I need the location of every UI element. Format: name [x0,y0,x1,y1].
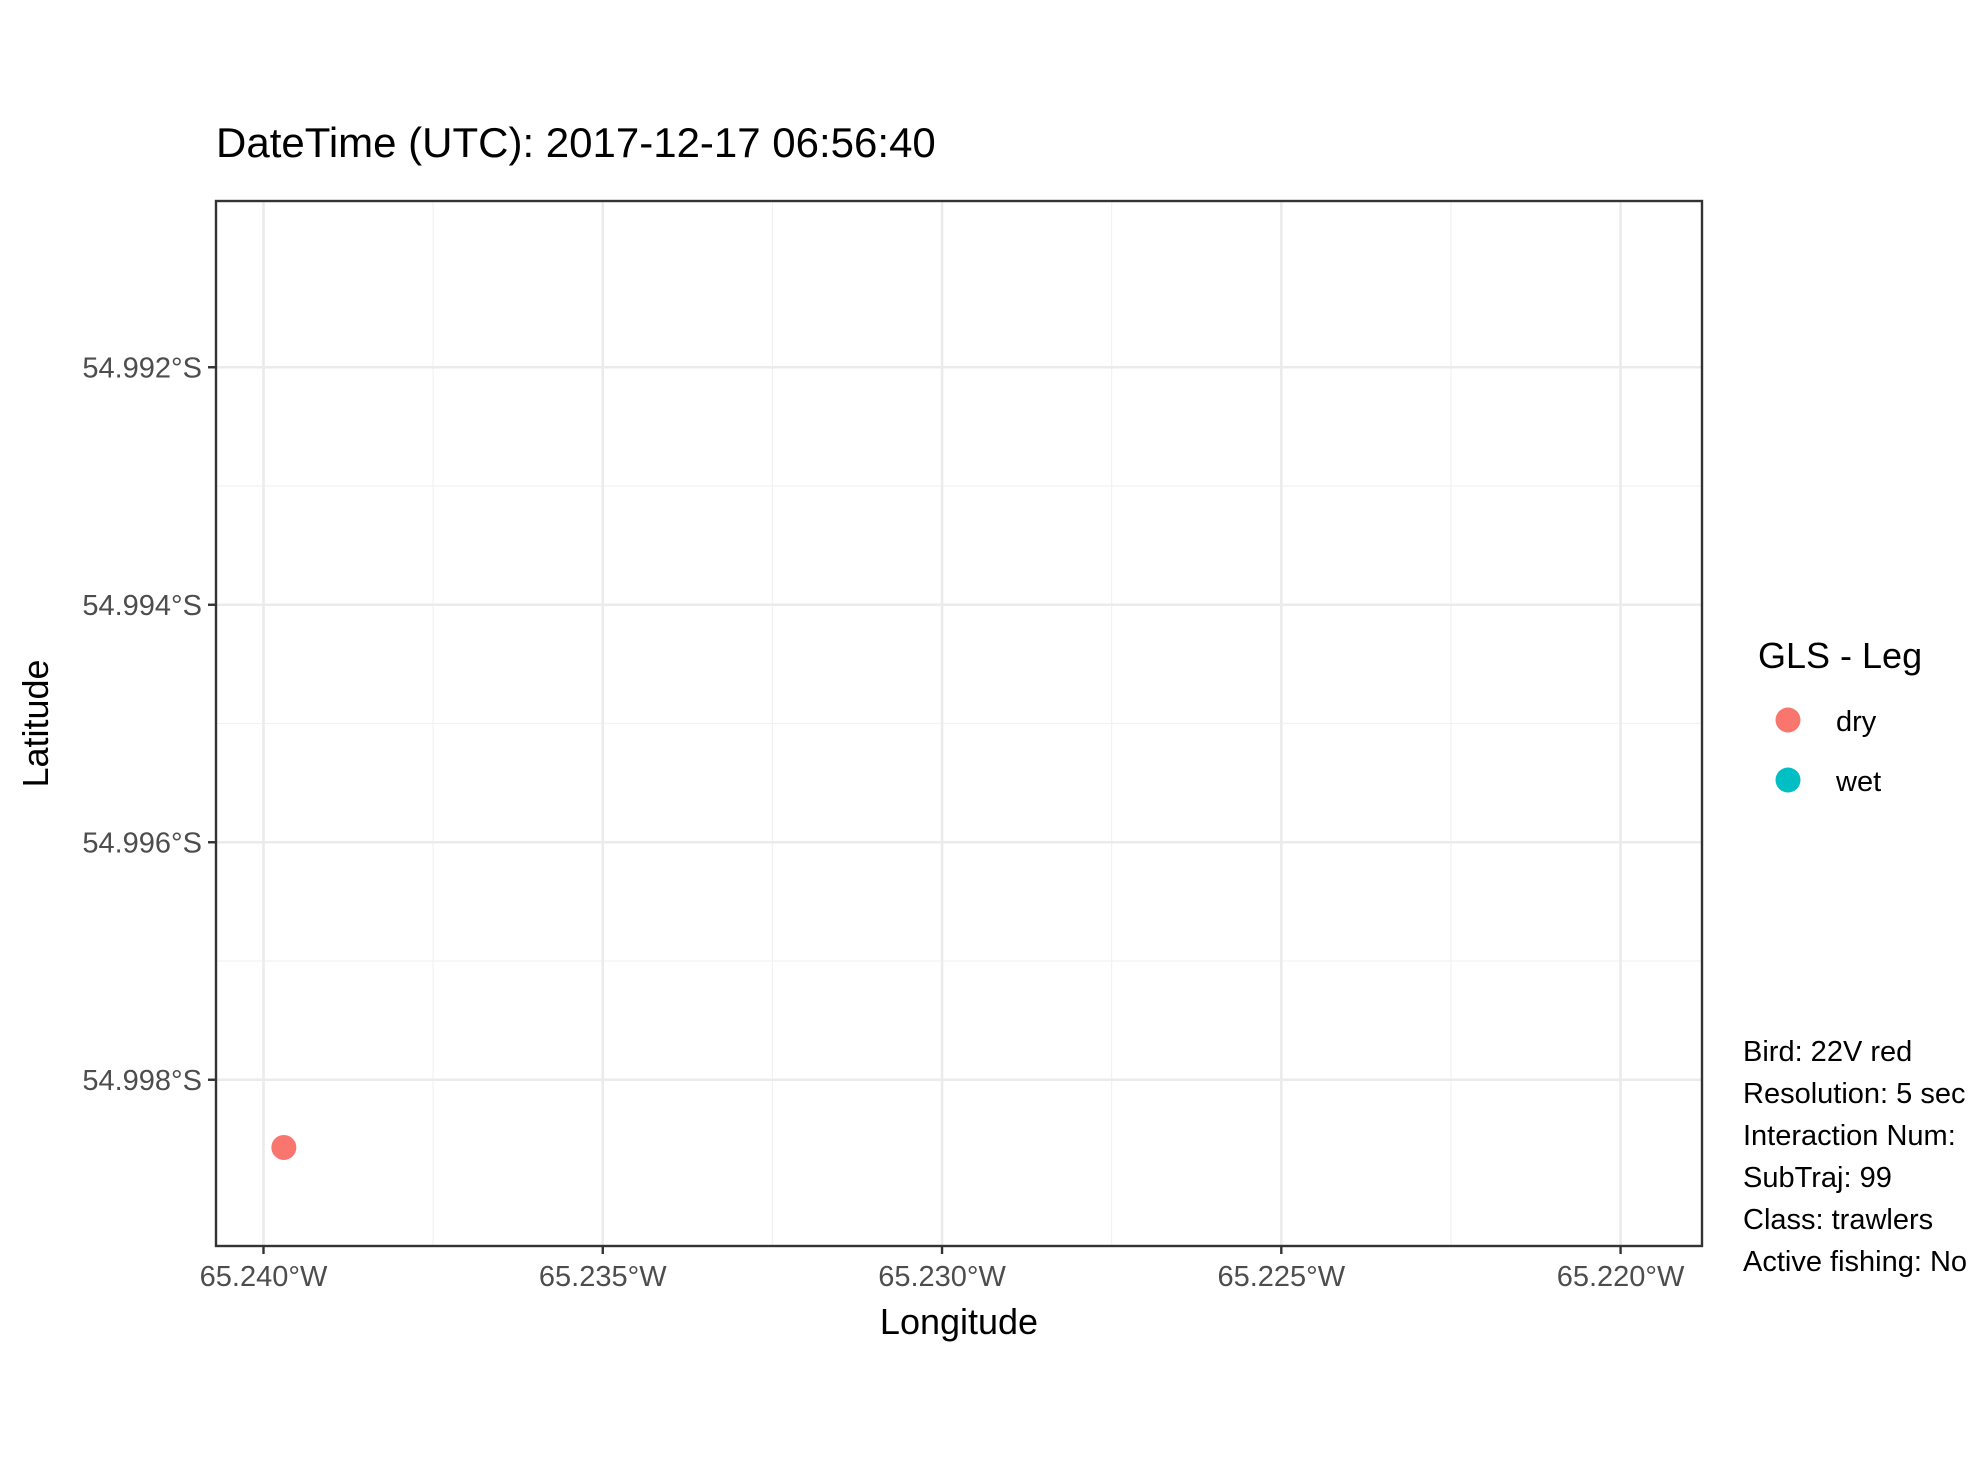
data-point-dry [271,1134,297,1160]
legend-key-wet [1775,767,1801,793]
data-points [271,1134,297,1160]
y-tick-label: 54.994°S [82,590,202,622]
annotation-line: Active fishing: No [1743,1246,1967,1278]
x-tick-label: 65.240°W [200,1261,328,1293]
plot-panel-border [214,199,1704,1248]
annotation-line: Class: trawlers [1743,1204,1933,1236]
y-tick-label: 54.992°S [82,352,202,384]
y-axis: 54.992°S 54.994°S 54.996°S 54.998°S [82,352,216,1097]
annotation-line: Resolution: 5 sec [1743,1078,1965,1110]
x-tick-label: 65.220°W [1557,1261,1685,1293]
legend-title: GLS - Leg [1758,635,1922,676]
x-axis: 65.240°W 65.235°W 65.230°W 65.225°W 65.220°W [200,1246,1685,1293]
info-annotations: Bird: 22V red Resolution: 5 sec Interactio… [1743,1036,1967,1278]
annotation-line: Bird: 22V red [1743,1036,1912,1068]
legend-label-dry: dry [1836,706,1877,738]
annotation-line: Interaction Num: [1743,1120,1956,1152]
annotation-line: SubTraj: 99 [1743,1162,1892,1194]
y-tick-label: 54.998°S [82,1065,202,1097]
legend: dry wet [1775,706,1881,798]
x-tick-label: 65.235°W [539,1261,667,1293]
y-axis-label: Latitude [15,659,56,787]
chart-title: DateTime (UTC): 2017-12-17 06:56:40 [216,119,936,166]
legend-label-wet: wet [1835,766,1881,798]
x-axis-label: Longitude [880,1301,1038,1342]
legend-key-dry [1775,707,1801,733]
x-tick-label: 65.230°W [878,1261,1006,1293]
y-tick-label: 54.996°S [82,827,202,859]
grid-lines [216,201,1702,1246]
x-tick-label: 65.225°W [1217,1261,1345,1293]
